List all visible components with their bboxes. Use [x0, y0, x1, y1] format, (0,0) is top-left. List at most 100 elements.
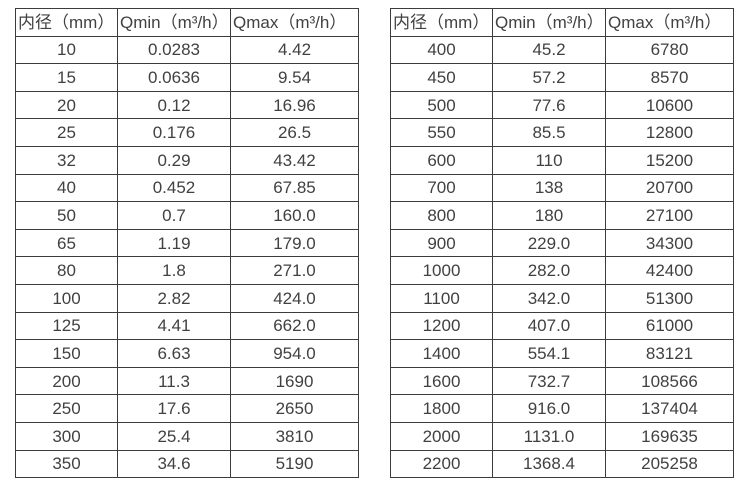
- table-cell: 45.2: [492, 35, 606, 65]
- table-body: 400 45.2 6780 450 57.2 8570 500 77.6 10600 550 85.…: [390, 35, 734, 479]
- table-cell: 12800: [605, 118, 734, 147]
- table-cell: 3810: [230, 421, 359, 451]
- table-cell: 4.41: [117, 311, 231, 341]
- table-cell: 17.6: [117, 394, 231, 423]
- table-header-row: 内径（mm） Qmin（m³/h） Qmax（m³/h）: [15, 8, 359, 37]
- table-row: 150 6.63 954.0: [15, 339, 359, 368]
- table-cell: 179.0: [230, 228, 359, 258]
- table-cell: 8570: [605, 63, 734, 92]
- table-row: 1600 732.7 108566: [390, 366, 734, 396]
- table-cell: 150: [15, 339, 118, 368]
- table-row: 300 25.4 3810: [15, 421, 359, 451]
- table-cell: 662.0: [230, 311, 359, 341]
- table-row: 15 0.0636 9.54: [15, 63, 359, 92]
- table-cell: 2650: [230, 394, 359, 423]
- table-cell: 61000: [605, 311, 734, 341]
- table-cell: 125: [15, 311, 118, 341]
- table-cell: 2000: [390, 421, 493, 451]
- table-row: 2200 1368.4 205258: [390, 449, 734, 479]
- table-cell: 20700: [605, 173, 734, 203]
- table-cell: 1131.0: [492, 421, 606, 451]
- table-cell: 65: [15, 228, 118, 258]
- table-cell: 169635: [605, 421, 734, 451]
- table-cell: 1368.4: [492, 449, 606, 479]
- column-header-qmin: Qmin（m³/h）: [492, 8, 606, 37]
- table-cell: 67.85: [230, 173, 359, 203]
- table-cell: 407.0: [492, 311, 606, 341]
- table-cell: 424.0: [230, 283, 359, 313]
- table-cell: 9.54: [230, 63, 359, 92]
- table-cell: 51300: [605, 283, 734, 313]
- table-cell: 0.176: [117, 118, 231, 147]
- table-cell: 100: [15, 283, 118, 313]
- table-cell: 34300: [605, 228, 734, 258]
- table-cell: 57.2: [492, 63, 606, 92]
- table-cell: 85.5: [492, 118, 606, 147]
- table-cell: 2.82: [117, 283, 231, 313]
- table-row: 1100 342.0 51300: [390, 283, 734, 313]
- table-row: 10 0.0283 4.42: [15, 35, 359, 65]
- table-cell: 83121: [605, 339, 734, 368]
- column-header-qmax: Qmax（m³/h）: [230, 8, 359, 37]
- table-row: 550 85.5 12800: [390, 118, 734, 147]
- table-cell: 732.7: [492, 366, 606, 396]
- table-row: 65 1.19 179.0: [15, 228, 359, 258]
- table-row: 900 229.0 34300: [390, 228, 734, 258]
- table-cell: 205258: [605, 449, 734, 479]
- table-cell: 1200: [390, 311, 493, 341]
- table-cell: 342.0: [492, 283, 606, 313]
- table-cell: 2200: [390, 449, 493, 479]
- table-row: 1800 916.0 137404: [390, 394, 734, 423]
- table-cell: 32: [15, 145, 118, 175]
- table-cell: 40: [15, 173, 118, 203]
- table-cell: 282.0: [492, 256, 606, 285]
- table-cell: 450: [390, 63, 493, 92]
- table-cell: 4.42: [230, 35, 359, 65]
- table-row: 25 0.176 26.5: [15, 118, 359, 147]
- table-cell: 1.19: [117, 228, 231, 258]
- table-cell: 0.0636: [117, 63, 231, 92]
- table-cell: 1690: [230, 366, 359, 396]
- table-cell: 42400: [605, 256, 734, 285]
- table-cell: 229.0: [492, 228, 606, 258]
- table-cell: 137404: [605, 394, 734, 423]
- table-cell: 5190: [230, 449, 359, 479]
- table-row: 2000 1131.0 169635: [390, 421, 734, 451]
- table-row: 125 4.41 662.0: [15, 311, 359, 341]
- table-row: 50 0.7 160.0: [15, 201, 359, 230]
- table-row: 32 0.29 43.42: [15, 145, 359, 175]
- table-cell: 0.452: [117, 173, 231, 203]
- table-cell: 954.0: [230, 339, 359, 368]
- table-cell: 50: [15, 201, 118, 230]
- table-cell: 0.12: [117, 90, 231, 120]
- table-row: 500 77.6 10600: [390, 90, 734, 120]
- table-cell: 110: [492, 145, 606, 175]
- column-header-diameter: 内径（mm）: [15, 8, 118, 37]
- table-cell: 26.5: [230, 118, 359, 147]
- table-row: 800 180 27100: [390, 201, 734, 230]
- table-cell: 1400: [390, 339, 493, 368]
- table-cell: 10600: [605, 90, 734, 120]
- table-cell: 271.0: [230, 256, 359, 285]
- table-cell: 550: [390, 118, 493, 147]
- column-header-qmin: Qmin（m³/h）: [117, 8, 231, 37]
- table-header-row: 内径（mm） Qmin（m³/h） Qmax（m³/h）: [390, 8, 734, 37]
- flow-spec-table-left: 内径（mm） Qmin（m³/h） Qmax（m³/h） 10 0.0283 4.4…: [15, 8, 359, 479]
- table-row: 1000 282.0 42400: [390, 256, 734, 285]
- table-row: 100 2.82 424.0: [15, 283, 359, 313]
- table-cell: 350: [15, 449, 118, 479]
- table-cell: 554.1: [492, 339, 606, 368]
- table-row: 40 0.452 67.85: [15, 173, 359, 203]
- column-header-qmax: Qmax（m³/h）: [605, 8, 734, 37]
- table-cell: 0.7: [117, 201, 231, 230]
- table-cell: 200: [15, 366, 118, 396]
- table-cell: 1100: [390, 283, 493, 313]
- table-body: 10 0.0283 4.42 15 0.0636 9.54 20 0.12 16.96 25 0.1…: [15, 35, 359, 479]
- table-row: 450 57.2 8570: [390, 63, 734, 92]
- table-cell: 160.0: [230, 201, 359, 230]
- table-row: 700 138 20700: [390, 173, 734, 203]
- table-cell: 1000: [390, 256, 493, 285]
- table-cell: 77.6: [492, 90, 606, 120]
- table-cell: 11.3: [117, 366, 231, 396]
- table-row: 200 11.3 1690: [15, 366, 359, 396]
